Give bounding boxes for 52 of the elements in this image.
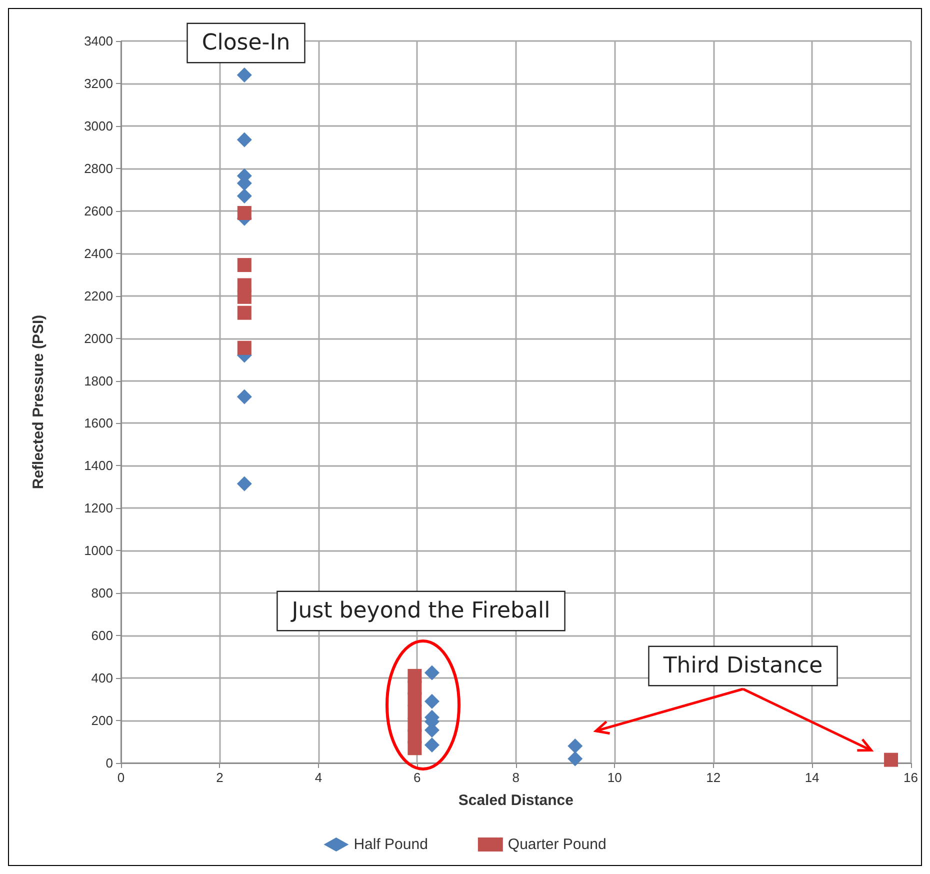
y-tick-label: 800	[91, 586, 113, 601]
point	[237, 206, 252, 220]
y-axis-title: Reflected Pressure (PSI)	[30, 314, 47, 490]
x-tick-label: 4	[314, 770, 322, 785]
point	[424, 665, 440, 680]
point	[236, 389, 252, 404]
point	[424, 694, 440, 709]
y-tick-label: 2400	[84, 246, 113, 261]
point	[236, 188, 252, 204]
point	[237, 340, 252, 355]
y-tick-label: 1600	[84, 416, 113, 431]
point	[568, 751, 583, 766]
point	[568, 738, 583, 754]
legend-label: Quarter Pound	[508, 836, 606, 853]
y-tick-label: 2800	[84, 160, 113, 176]
y-tick-label: 2000	[84, 330, 113, 346]
point	[408, 741, 422, 756]
y-tick-label: 3000	[84, 118, 113, 134]
y-tick-label: 1200	[84, 500, 113, 516]
y-tick-label: 200	[91, 713, 113, 728]
legend-label: Half Pound	[354, 836, 428, 853]
y-tick-label: 2600	[84, 203, 113, 218]
point	[236, 132, 252, 148]
y-tick-label: 3200	[84, 76, 113, 91]
point	[236, 67, 252, 82]
x-tick-label: 14	[804, 770, 820, 785]
point	[236, 476, 252, 492]
annotation: Close-In	[202, 30, 290, 56]
y-tick-label: 2200	[84, 288, 113, 304]
y-tick-label: 1000	[84, 543, 113, 558]
x-tick-label: 10	[607, 770, 622, 785]
y-tick-label: 0	[106, 756, 113, 770]
x-tick-label: 2	[216, 770, 224, 785]
x-tick-label: 8	[512, 770, 520, 785]
y-tick-label: 600	[91, 628, 113, 644]
y-tick-label: 400	[91, 670, 113, 686]
annotation: Just beyond the Fireball	[290, 598, 550, 624]
x-tick-label: 16	[904, 770, 918, 785]
point	[424, 737, 440, 752]
point	[237, 290, 252, 304]
point	[237, 306, 252, 320]
y-tick-label: 3400	[84, 34, 113, 48]
x-tick-label: 12	[706, 770, 721, 785]
y-tick-label: 1800	[84, 373, 113, 388]
point	[237, 258, 252, 272]
x-axis-title: Scaled Distance	[458, 792, 574, 809]
point	[408, 705, 422, 720]
annotation: Third Distance	[662, 654, 823, 678]
point	[884, 752, 898, 767]
x-tick-label: 6	[414, 770, 421, 785]
x-tick-label: 0	[117, 770, 125, 785]
y-tick-label: 1400	[84, 458, 113, 474]
